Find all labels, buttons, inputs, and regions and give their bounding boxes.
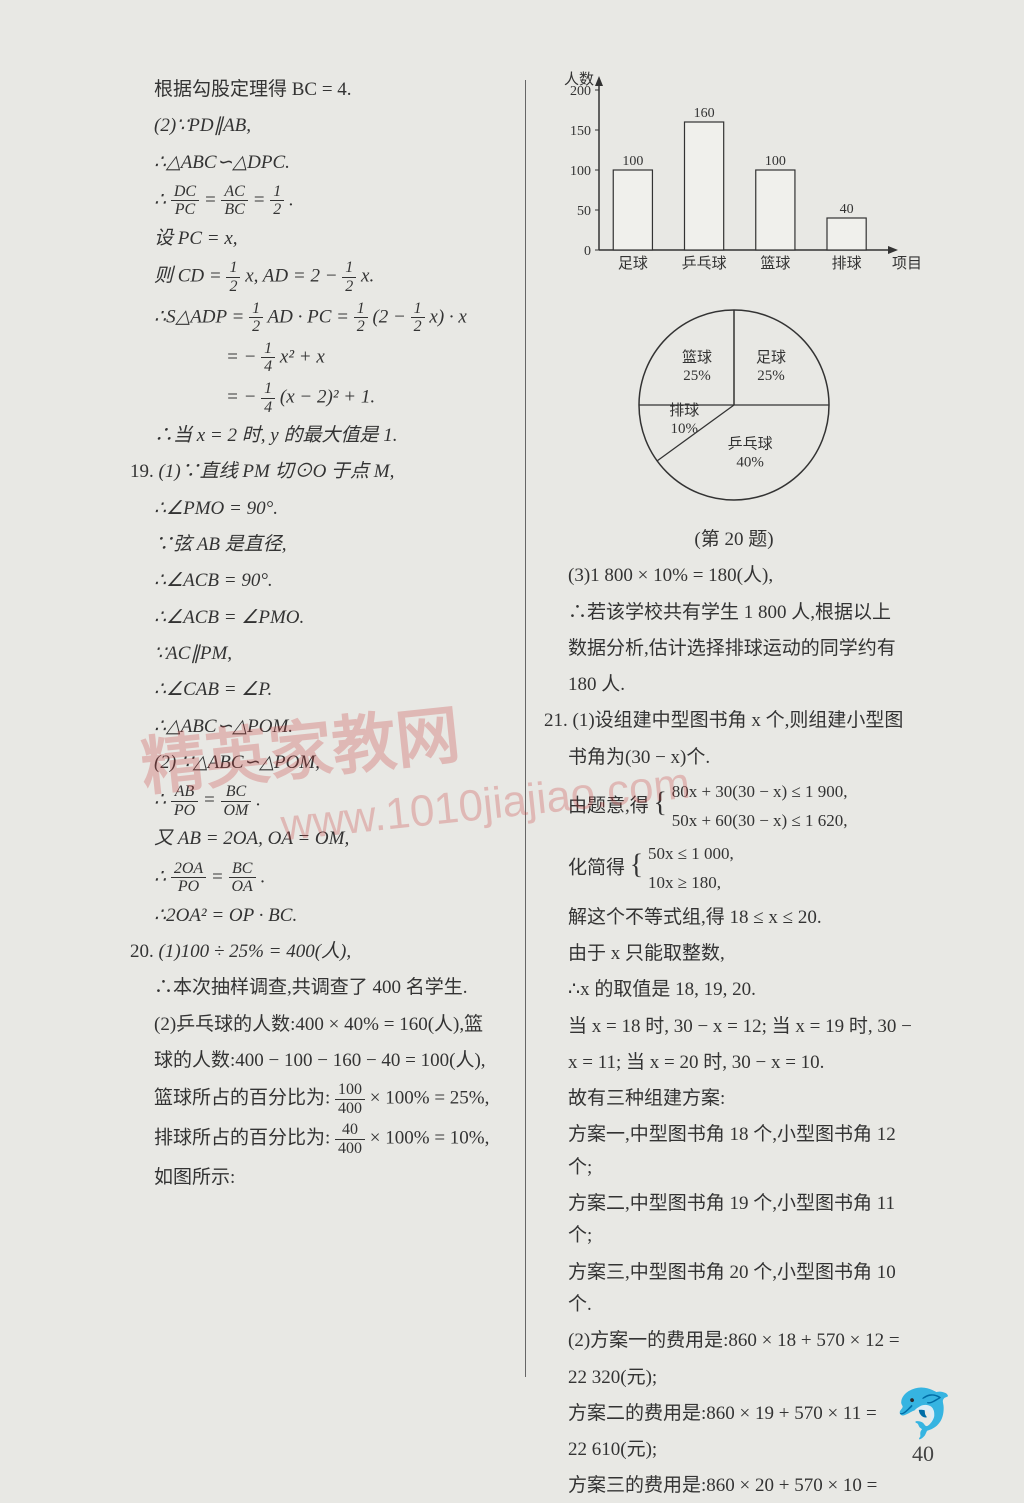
left-column: 根据勾股定理得 BC = 4. (2)∵PD∥AB, ∴△ABC∽△DPC. ∴… [130,70,525,1437]
right-column: 人数050100150200100足球160乒乓球100篮球40排球项目 足球2… [526,70,924,1437]
text-line: ∴∠CAB = ∠P. [130,674,507,706]
text-line: ∴本次抽样调查,共调查了 400 名学生. [130,972,507,1004]
svg-text:篮球: 篮球 [760,254,790,272]
svg-text:100: 100 [765,154,786,169]
text-line: (2)∵PD∥AB, [130,110,507,142]
text-line: 当 x = 18 时, 30 − x = 12; 当 x = 19 时, 30 … [544,1011,924,1043]
text-line: ∴当 x = 2 时, y 的最大值是 1. [130,420,507,452]
text-line: 方案三,中型图书角 20 个,小型图书角 10 个. [544,1257,924,1322]
text-line: ∴∠PMO = 90°. [130,493,507,525]
svg-text:100: 100 [622,154,643,169]
text-line: 22 610(元); [544,1434,924,1466]
text-line: 180 人. [544,669,924,701]
text-line: ∴x 的取值是 18, 19, 20. [544,974,924,1006]
text-line: 球的人数:400 − 100 − 160 − 40 = 100(人), [130,1045,507,1077]
text-line: ∴∠ACB = 90°. [130,565,507,597]
svg-text:乒乓球: 乒乓球 [728,436,773,453]
text-line: 篮球所占的百分比为: 100400 × 100% = 25%, [130,1081,507,1117]
svg-text:50: 50 [577,204,591,219]
pie-chart: 足球25%乒乓球40%排球10%篮球25% [604,290,864,520]
text-line: 排球所占的百分比为: 40400 × 100% = 10%, [130,1121,507,1157]
svg-text:25%: 25% [683,368,711,384]
text-line: 根据勾股定理得 BC = 4. [130,74,507,106]
text-line: 解这个不等式组,得 18 ≤ x ≤ 20. [544,902,924,934]
text-line: ∴△ABC∽△POM. [130,711,507,743]
svg-text:篮球: 篮球 [682,348,712,366]
page-columns: 根据勾股定理得 BC = 4. (2)∵PD∥AB, ∴△ABC∽△DPC. ∴… [130,70,924,1437]
text-line: 22 320(元); [544,1362,924,1394]
text-line: 方案二,中型图书角 19 个,小型图书角 11 个; [544,1188,924,1253]
problem-20: 20. (1)100 ÷ 25% = 400(人), [130,936,507,968]
problem-19: 19. (1)∵直线 PM 切⊙O 于点 M, [130,456,507,488]
text-line: 则 CD = 12 x, AD = 2 − 12 x. [130,259,507,295]
text-line: (3)1 800 × 10% = 180(人), [544,560,924,592]
svg-text:足球: 足球 [618,255,648,272]
svg-text:160: 160 [694,106,715,121]
text-line: ∵弦 AB 是直径, [130,529,507,561]
svg-text:乒乓球: 乒乓球 [682,255,727,272]
svg-text:40%: 40% [736,455,764,471]
text-line: 方案三的费用是:860 × 20 + 570 × 10 = [544,1470,924,1502]
text-line: ∴S△ADP = 12 AD · PC = 12 (2 − 12 x) · x [130,300,507,336]
bar-chart: 人数050100150200100足球160乒乓球100篮球40排球项目 [544,70,924,290]
text-line: 方案一,中型图书角 18 个,小型图书角 12 个; [544,1119,924,1184]
text-line: x = 11; 当 x = 20 时, 30 − x = 10. [544,1047,924,1079]
svg-text:100: 100 [570,164,591,179]
text-line: 如图所示: [130,1162,507,1194]
svg-text:足球: 足球 [756,349,786,366]
svg-text:排球: 排球 [832,255,862,272]
dolphin-icon: 🐬 [894,1385,954,1442]
text-line: ∴∠ACB = ∠PMO. [130,602,507,634]
text-line: ∴ 2OAPO = BCOA . [130,860,507,896]
svg-text:150: 150 [570,124,591,139]
page-number: 40 [912,1441,934,1467]
svg-text:200: 200 [570,84,591,99]
svg-text:25%: 25% [757,368,785,384]
text-line: = − 14 (x − 2)² + 1. [130,380,507,416]
text-line: 数据分析,估计选择排球运动的同学约有 [544,633,924,665]
text-line: 又 AB = 2OA, OA = OM, [130,823,507,855]
text-line: 由题意,得 { 80x + 30(30 − x) ≤ 1 900, 50x + … [544,778,924,836]
text-line: 化简得 { 50x ≤ 1 000, 10x ≥ 180, [544,840,924,898]
text-line: ∴2OA² = OP · BC. [130,900,507,932]
text-line: ∵AC∥PM, [130,638,507,670]
text-line: 书角为(30 − x)个. [544,742,924,774]
text-line: 由于 x 只能取整数, [544,938,924,970]
svg-text:10%: 10% [671,421,699,437]
text-line: (2)乒乓球的人数:400 × 40% = 160(人),篮 [130,1009,507,1041]
text-line: ∴若该学校共有学生 1 800 人,根据以上 [544,597,924,629]
text-line: ∴ ABPO = BCOM . [130,783,507,819]
problem-21: 21. (1)设组建中型图书角 x 个,则组建小型图 [544,705,924,737]
text-line: (2)方案一的费用是:860 × 18 + 570 × 12 = [544,1325,924,1357]
svg-text:0: 0 [584,244,591,259]
svg-text:项目: 项目 [892,255,922,272]
text-line: ∴ DCPC = ACBC = 12 . [130,183,507,219]
text-line: 设 PC = x, [130,223,507,255]
text-line: = − 14 x² + x [130,340,507,376]
text-line: (2) ∵△ABC∽△POM, [130,747,507,779]
text-line: ∴△ABC∽△DPC. [130,147,507,179]
pie-caption: (第 20 题) [544,524,924,556]
text-line: 故有三种组建方案: [544,1083,924,1115]
svg-text:40: 40 [840,202,854,217]
text-line: 方案二的费用是:860 × 19 + 570 × 11 = [544,1398,924,1430]
